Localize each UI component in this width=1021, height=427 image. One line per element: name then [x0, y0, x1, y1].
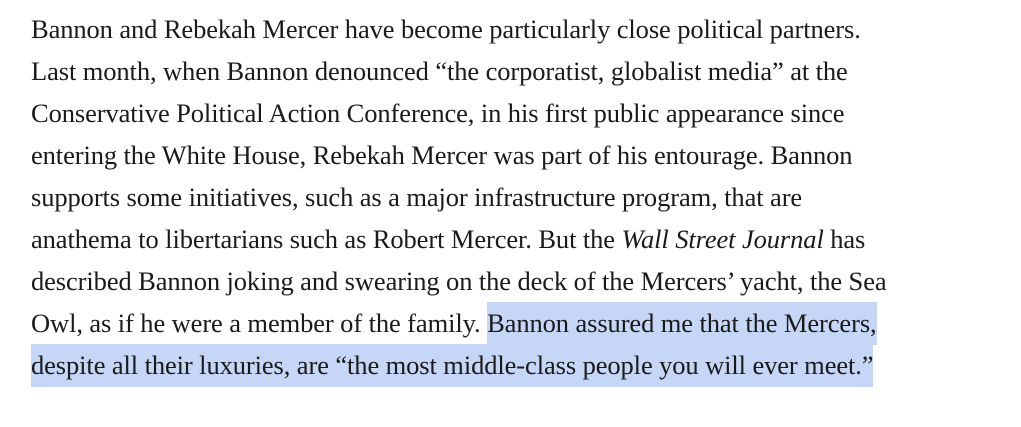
paragraph-line: supports some initiatives, such as a maj… [31, 182, 803, 212]
paragraph-line: despite all their luxuries, are “the mos… [31, 344, 1006, 387]
paragraph-line: Bannon and Rebekah Mercer have become pa… [31, 14, 861, 44]
paragraph-line: described Bannon joking and swearing on … [31, 266, 887, 296]
paragraph-line: Last month, when Bannon denounced “the c… [31, 56, 848, 86]
selected-text[interactable]: Bannon assured me that the Mercers, [487, 302, 877, 345]
publication-title: Wall Street Journal [621, 224, 824, 254]
paragraph-text: has [823, 224, 866, 254]
paragraph-text: anathema to libertarians such as Robert … [31, 224, 622, 254]
paragraph-line: Owl, as if he were a member of the famil… [31, 302, 1006, 345]
paragraph-line: entering the White House, Rebekah Mercer… [31, 140, 853, 170]
paragraph-line: Conservative Political Action Conference… [31, 98, 845, 128]
article-paragraph: Bannon and Rebekah Mercer have become pa… [31, 8, 1006, 387]
selected-text[interactable]: despite all their luxuries, are “the mos… [31, 344, 874, 387]
paragraph-line: anathema to libertarians such as Robert … [31, 218, 1006, 260]
paragraph-text: Owl, as if he were a member of the famil… [31, 308, 488, 338]
